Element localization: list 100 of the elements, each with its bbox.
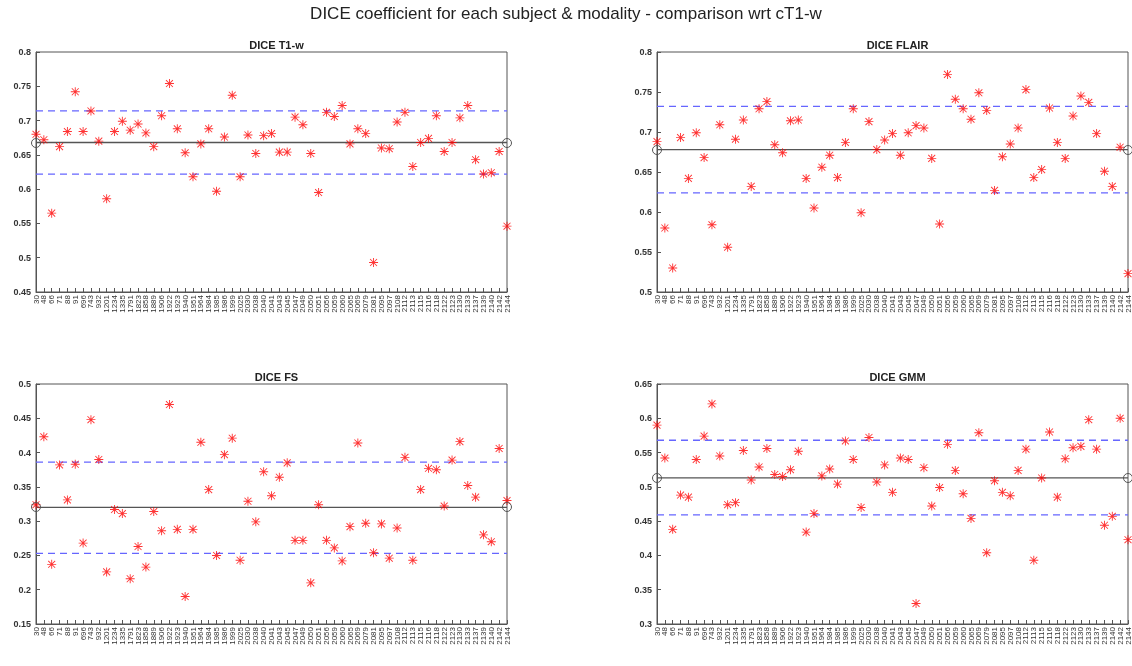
x-tick-label: 2116 xyxy=(424,294,433,313)
y-tick-label: 0.45 xyxy=(13,413,31,424)
x-tick-label: 2050 xyxy=(306,626,316,645)
x-tick-label: 2081 xyxy=(369,294,379,313)
x-tick-label: 2069 xyxy=(353,294,363,313)
x-tick-label: 2038 xyxy=(251,294,261,313)
x-tick-label: 2137 xyxy=(1092,626,1102,645)
x-tick-label: 2113 xyxy=(408,294,418,313)
x-tick-label: 2065 xyxy=(966,626,976,645)
x-tick-label: 2056 xyxy=(942,626,952,645)
x-tick-label: 2140 xyxy=(486,294,496,313)
y-tick-label: 0.6 xyxy=(639,207,652,217)
x-tick-label: 2047 xyxy=(290,626,300,645)
x-tick-label: 91 xyxy=(70,626,80,636)
x-tick-label: 1984 xyxy=(204,294,214,313)
x-tick-label: 30 xyxy=(31,626,41,636)
x-tick-label: 1335 xyxy=(117,626,127,645)
x-tick-label: 2040 xyxy=(259,626,269,645)
x-tick-label: 2030 xyxy=(243,626,253,645)
x-tick-label: 1858 xyxy=(141,626,151,645)
x-tick-label: 743 xyxy=(86,294,96,309)
x-tick-label: 2116 xyxy=(424,626,433,645)
x-tick-label: 66 xyxy=(47,626,57,636)
x-tick-label: 2142 xyxy=(494,294,504,313)
x-tick-label: 2112 xyxy=(1021,294,1031,313)
x-tick-label: 2123 xyxy=(447,626,457,645)
x-tick-label: 2041 xyxy=(888,294,897,313)
x-tick-label: 1984 xyxy=(825,294,835,313)
x-tick-label: 2095 xyxy=(376,294,386,313)
x-tick-label: 2079 xyxy=(982,294,992,313)
x-tick-label: 2142 xyxy=(494,626,504,645)
y-tick-label: 0.55 xyxy=(634,247,652,257)
x-tick-label: 2123 xyxy=(1068,626,1078,645)
x-tick-label: 2045 xyxy=(282,294,292,313)
x-tick-label: 1951 xyxy=(188,294,198,313)
x-tick-label: 88 xyxy=(62,626,72,636)
x-tick-label: 2115 xyxy=(416,626,426,645)
x-tick-label: 743 xyxy=(707,626,717,641)
x-tick-label: 1335 xyxy=(738,626,748,645)
x-tick-label: 2043 xyxy=(895,626,905,645)
x-tick-label: 2051 xyxy=(935,626,945,645)
x-tick-label: 2097 xyxy=(1005,294,1015,313)
x-tick-label: 1964 xyxy=(196,294,206,313)
x-tick-label: 932 xyxy=(94,294,104,309)
y-tick-label: 0.5 xyxy=(18,379,31,389)
y-tick-label: 0.45 xyxy=(634,516,652,527)
x-tick-label: 932 xyxy=(715,294,725,309)
x-tick-label: 2025 xyxy=(235,626,245,645)
x-tick-label: 91 xyxy=(691,294,701,304)
x-tick-label: 2116 xyxy=(1045,294,1054,313)
x-tick-label: 2050 xyxy=(927,626,937,645)
x-tick-label: 2122 xyxy=(1060,294,1070,313)
x-tick-label: 2137 xyxy=(1092,294,1102,313)
x-tick-label: 1940 xyxy=(801,294,811,313)
x-tick-label: 1201 xyxy=(723,626,733,645)
x-tick-label: 2025 xyxy=(856,626,866,645)
x-tick-label: 2095 xyxy=(376,626,386,645)
x-tick-label: 2139 xyxy=(1099,294,1109,313)
x-tick-label: 30 xyxy=(31,294,41,304)
y-tick-label: 0.8 xyxy=(639,47,652,57)
chart-title: DICE T1-w xyxy=(249,38,305,51)
x-tick-label: 1234 xyxy=(110,626,119,645)
x-tick-label: 2045 xyxy=(282,626,292,645)
chart-title: DICE FLAIR xyxy=(866,38,929,51)
x-tick-label: 2108 xyxy=(1013,626,1023,645)
y-tick-label: 0.4 xyxy=(639,550,652,561)
y-tick-label: 0.55 xyxy=(634,447,652,458)
x-tick-label: 1999 xyxy=(848,294,858,313)
y-tick-label: 0.3 xyxy=(639,619,652,629)
x-tick-label: 1922 xyxy=(164,294,174,313)
x-tick-label: 1986 xyxy=(219,626,229,645)
x-tick-label: 2139 xyxy=(478,626,488,645)
x-tick-label: 2050 xyxy=(927,294,937,313)
x-tick-label: 2047 xyxy=(911,294,921,313)
x-tick-label: 1889 xyxy=(770,294,780,313)
x-tick-label: 2118 xyxy=(1052,626,1062,645)
x-tick-label: 2144 xyxy=(502,626,512,645)
x-tick-label: 2122 xyxy=(439,294,449,313)
x-tick-label: 2069 xyxy=(353,626,363,645)
x-tick-label: 1999 xyxy=(848,626,858,645)
x-tick-label: 2051 xyxy=(314,294,324,313)
x-tick-label: 2133 xyxy=(463,294,473,313)
x-tick-label: 2051 xyxy=(314,626,324,645)
x-tick-label: 2045 xyxy=(903,626,913,645)
x-tick-label: 48 xyxy=(39,294,49,304)
y-tick-label: 0.35 xyxy=(634,584,652,595)
x-tick-label: 2065 xyxy=(345,294,355,313)
x-tick-label: 88 xyxy=(62,294,72,304)
x-tick-label: 1984 xyxy=(204,626,214,645)
y-tick-label: 0.4 xyxy=(18,447,31,458)
x-tick-label: 2113 xyxy=(1029,626,1039,645)
x-tick-label: 2081 xyxy=(990,294,1000,313)
x-tick-label: 1984 xyxy=(825,626,835,645)
x-tick-label: 91 xyxy=(691,626,701,636)
y-tick-label: 0.15 xyxy=(13,619,31,629)
x-tick-label: 2038 xyxy=(872,294,882,313)
x-tick-label: 2047 xyxy=(290,294,300,313)
x-tick-label: 1791 xyxy=(746,626,756,645)
x-tick-label: 88 xyxy=(683,626,693,636)
x-tick-label: 2130 xyxy=(1076,626,1086,645)
